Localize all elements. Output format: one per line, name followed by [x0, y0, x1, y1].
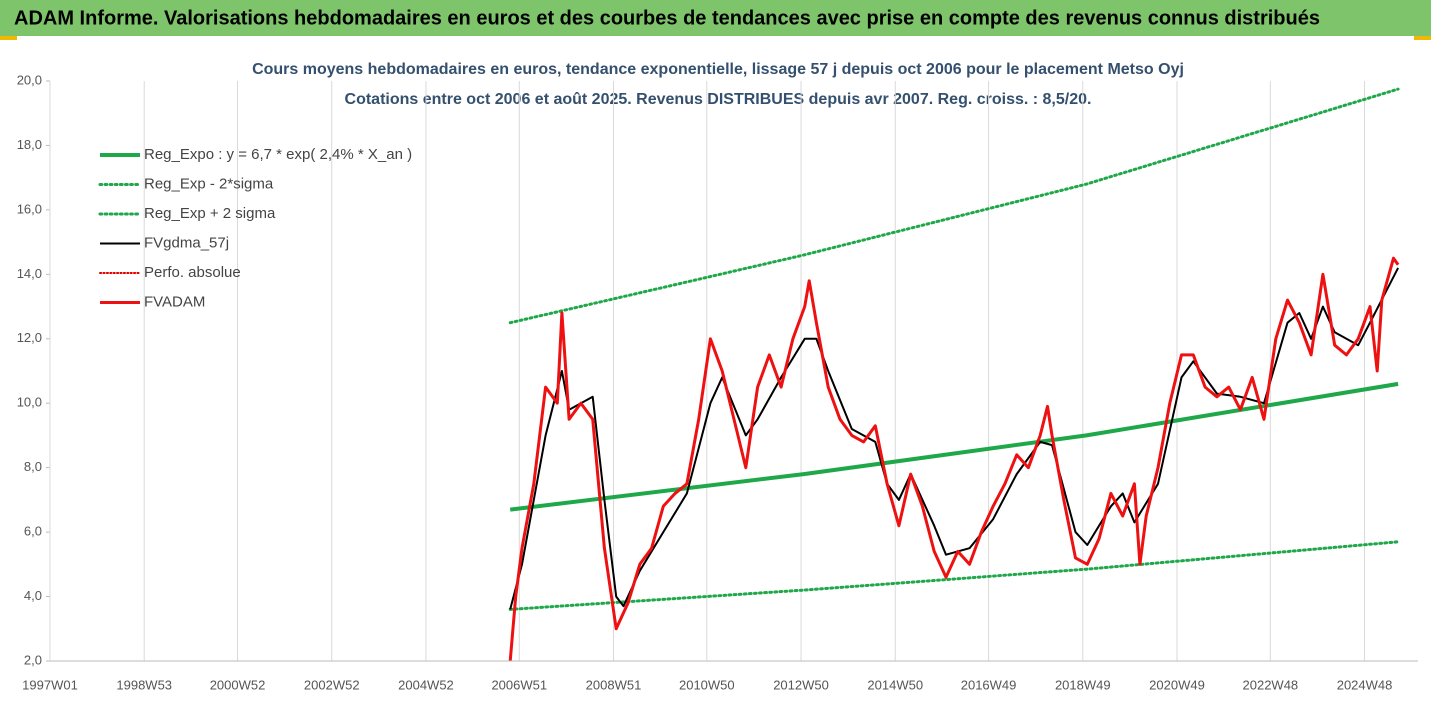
y-tick-label: 4,0 [24, 588, 42, 603]
series-line [508, 87, 1400, 325]
y-tick-label: 12,0 [17, 330, 42, 345]
series-line [509, 267, 1399, 610]
x-tick-label: 2012W50 [773, 677, 829, 692]
legend-label: FVgdma_57j [144, 234, 229, 251]
series-layer [508, 87, 1400, 662]
legend-label: Reg_Expo : y = 6,7 * exp( 2,4% * X_an ) [144, 146, 412, 163]
series-line [508, 256, 1400, 662]
corner-mark [1414, 36, 1431, 40]
x-tick-label: 2008W51 [586, 677, 642, 692]
y-tick-label: 8,0 [24, 459, 42, 474]
y-tick-label: 6,0 [24, 524, 42, 539]
x-tick-label: 1997W01 [22, 677, 78, 692]
y-tick-label: 20,0 [17, 72, 42, 87]
corner-mark [0, 36, 17, 40]
x-tick-label: 2010W50 [679, 677, 735, 692]
x-tick-label: 2004W52 [398, 677, 454, 692]
x-tick-label: 1998W53 [116, 677, 172, 692]
legend-label: Reg_Exp + 2 sigma [144, 205, 276, 222]
header-bar [0, 0, 1431, 36]
y-tick-label: 14,0 [17, 266, 42, 281]
legend-label: Perfo. absolue [144, 264, 241, 281]
series-line [509, 381, 1399, 512]
series-line [508, 540, 1400, 611]
x-tick-label: 2006W51 [491, 677, 547, 692]
x-tick-label: 2016W49 [961, 677, 1017, 692]
legend-label: FVADAM [144, 293, 205, 310]
x-tick-label: 2022W48 [1243, 677, 1299, 692]
chart-subtitle: Cotations entre oct 2006 et août 2025. R… [345, 91, 1092, 108]
chart-title: Cours moyens hebdomadaires en euros, ten… [252, 61, 1184, 78]
x-tick-label: 2020W49 [1149, 677, 1205, 692]
legend: Reg_Expo : y = 6,7 * exp( 2,4% * X_an ) R… [98, 146, 412, 310]
y-tick-label: 16,0 [17, 201, 42, 216]
y-tick-label: 18,0 [17, 137, 42, 152]
legend-label: Reg_Exp - 2*sigma [144, 175, 274, 192]
x-tick-label: 2002W52 [304, 677, 360, 692]
x-tick-label: 2018W49 [1055, 677, 1111, 692]
header-title: ADAM Informe. Valorisations hebdomadaire… [14, 7, 1320, 29]
y-tick-label: 2,0 [24, 652, 42, 667]
x-tick-label: 2024W48 [1337, 677, 1393, 692]
x-tick-label: 2014W50 [867, 677, 923, 692]
x-tick-label: 2000W52 [210, 677, 266, 692]
y-tick-label: 10,0 [17, 395, 42, 410]
